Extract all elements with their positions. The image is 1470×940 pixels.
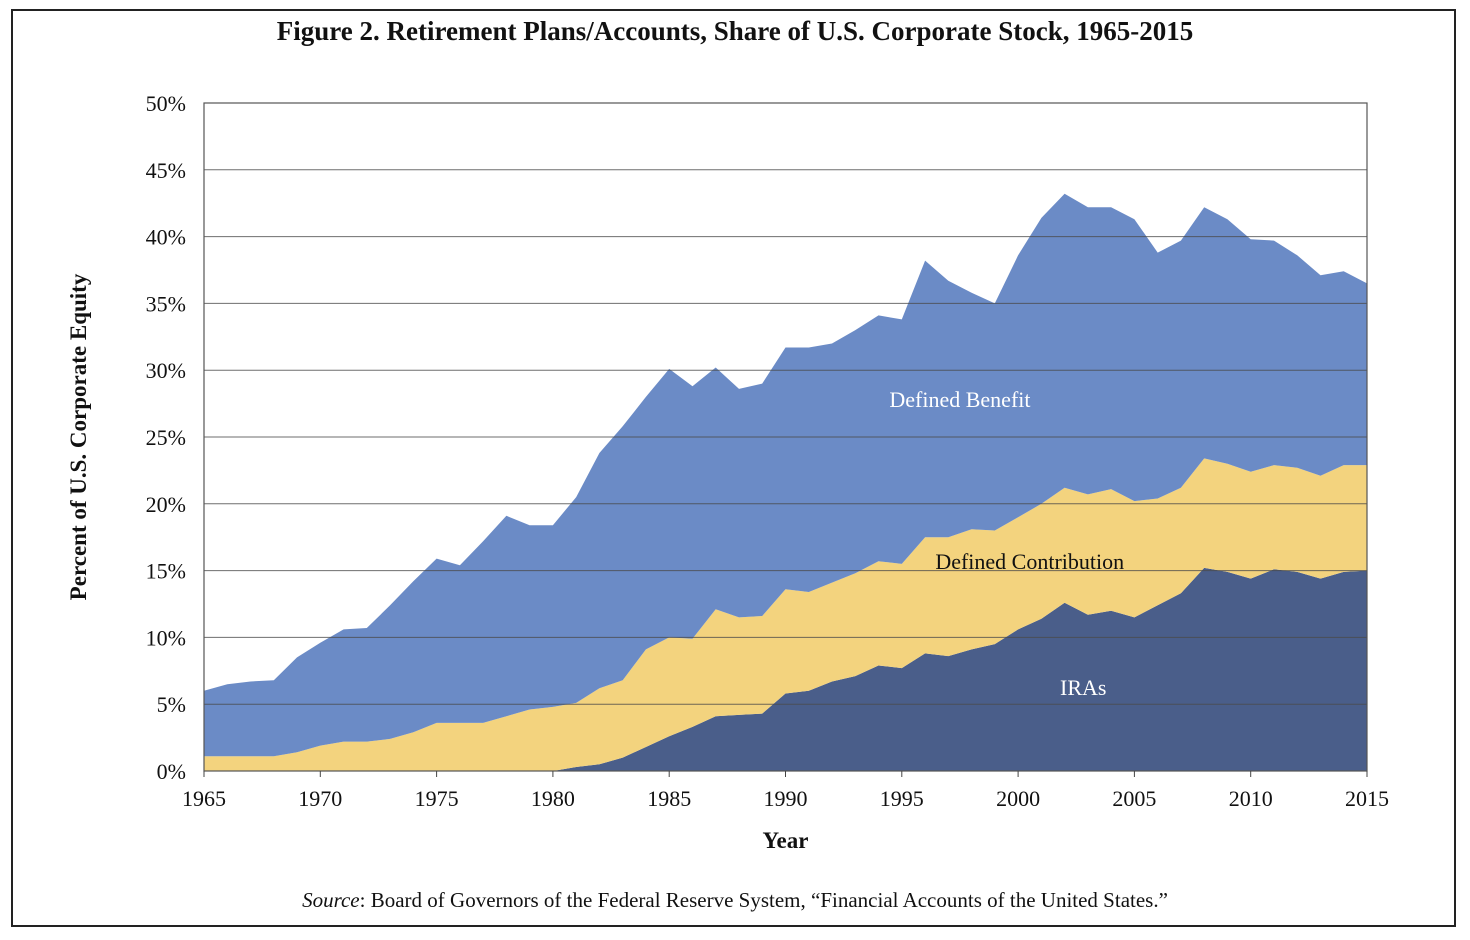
area-label-defined-contribution: Defined Contribution [935,549,1124,574]
area-iras [204,567,1367,771]
x-tick-label: 1995 [880,786,924,811]
x-tick-label: 1975 [415,786,459,811]
y-tick-label: 50% [146,91,186,116]
y-tick-label: 35% [146,291,186,316]
x-axis-title: Year [763,828,809,853]
y-axis-title: Percent of U.S. Corporate Equity [66,273,91,600]
y-tick-label: 40% [146,225,186,250]
y-tick-label: 5% [157,692,186,717]
y-tick-label: 25% [146,425,186,450]
chart-title: Figure 2. Retirement Plans/Accounts, Sha… [276,16,1194,46]
y-tick-label: 10% [146,625,186,650]
x-tick-label: 1985 [647,786,691,811]
x-tick-label: 2005 [1112,786,1156,811]
area-label-iras: IRAs [1060,675,1106,700]
x-tick-label: 1990 [764,786,808,811]
x-tick-label: 1970 [298,786,342,811]
y-tick-label: 45% [146,158,186,183]
x-tick-label: 1980 [531,786,575,811]
area-label-defined-benefit: Defined Benefit [889,387,1030,412]
y-tick-label: 15% [146,559,186,584]
x-axis-ticks: 1965 1970 1975 1980 1985 1990 1995 2000 2005 2010… [182,771,1389,811]
x-tick-label: 2000 [996,786,1040,811]
x-tick-label: 2010 [1229,786,1273,811]
area-defined-contribution [204,458,1367,771]
y-tick-label: 0% [157,759,186,784]
source-note: Source: Board of Governors of the Federa… [0,888,1470,913]
area-defined-benefit [204,193,1367,757]
x-tick-label: 1965 [182,786,226,811]
x-tick-label: 2015 [1345,786,1389,811]
y-tick-label: 30% [146,358,186,383]
gridlines [204,169,1367,705]
source-label: Source [302,888,360,912]
source-text: : Board of Governors of the Federal Rese… [359,888,1168,912]
plot-areas [204,193,1367,771]
y-axis-ticks: 0% 5% 10% 15% 20% 25% 30% 35% 40% 45% 50% [146,91,186,784]
area-labels: IRAs Defined Contribution Defined Benefit [889,387,1124,700]
y-tick-label: 20% [146,492,186,517]
